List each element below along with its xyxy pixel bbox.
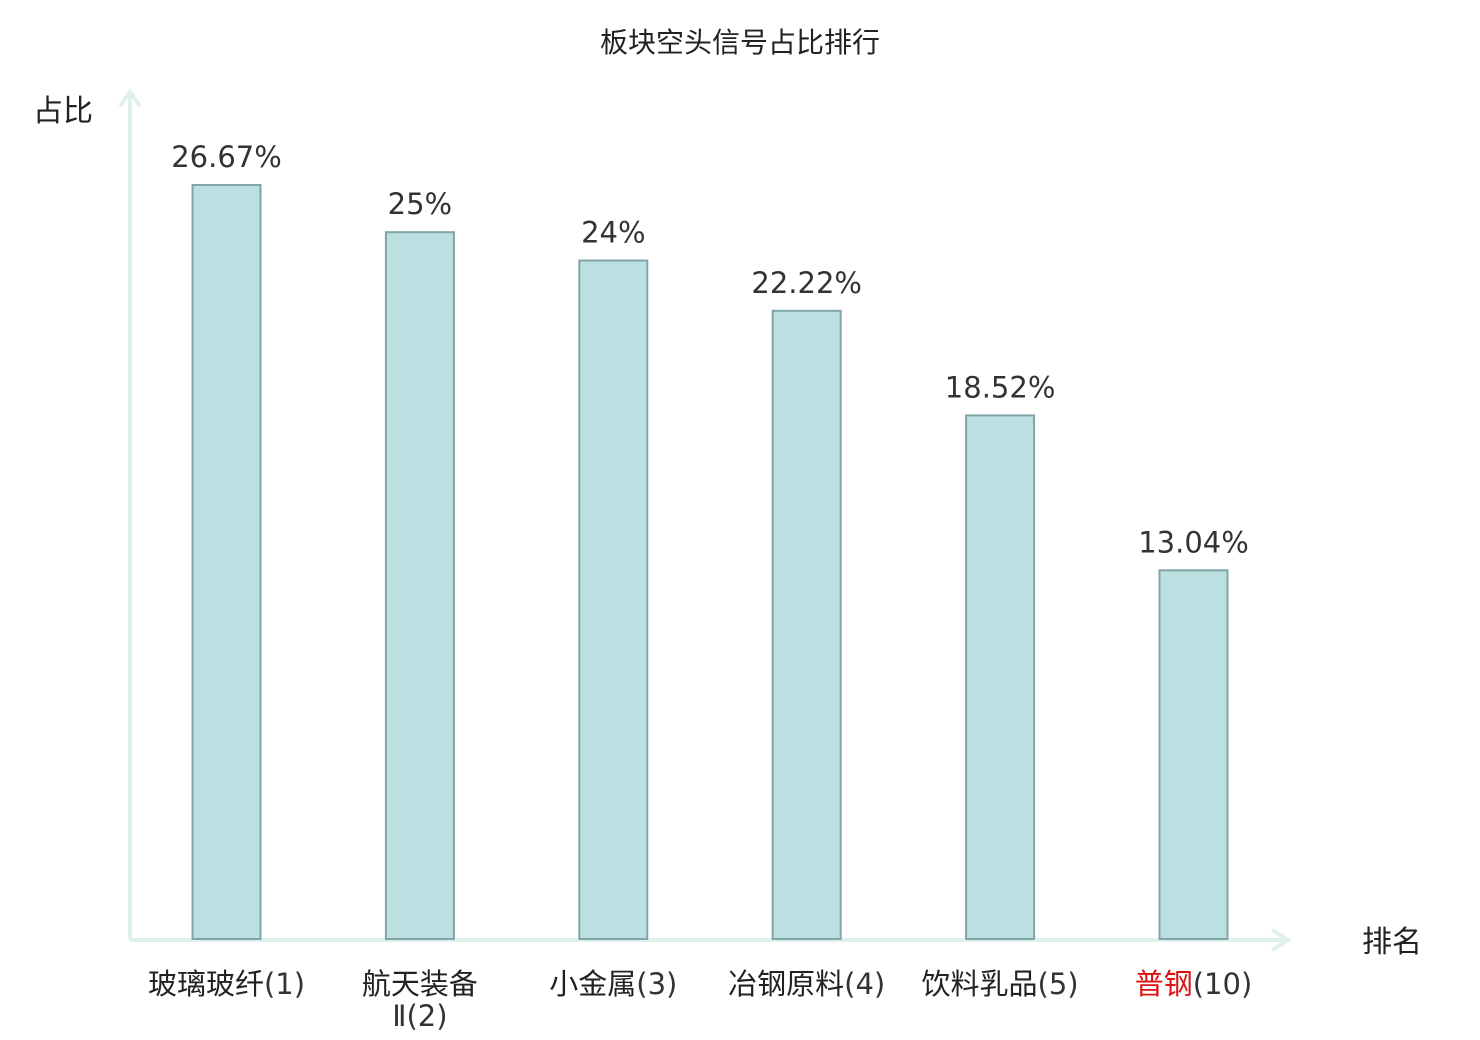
category-label: 普钢(10) [1135, 967, 1253, 1001]
category-label: 饮料乳品(5) [922, 967, 1079, 1001]
category-rank: (5) [1038, 967, 1079, 1001]
category-name: 冶钢原料 [728, 967, 844, 1001]
category-name: 小金属 [549, 967, 636, 1001]
category-label-line2: Ⅱ(2) [392, 999, 447, 1033]
bars-group [191, 184, 1229, 940]
category-label: 冶钢原料(4) [728, 967, 885, 1001]
bar-value-label: 18.52% [945, 370, 1056, 404]
category-rank: (10) [1193, 967, 1253, 1001]
bar-value-label: 24% [581, 216, 645, 250]
bar-value-label: 22.22% [751, 266, 862, 300]
category-rank: (4) [844, 967, 885, 1001]
bar [1158, 569, 1229, 940]
bar-value-label: 25% [388, 187, 452, 221]
category-label: 玻璃玻纤(1) [148, 967, 305, 1001]
chart-title: 板块空头信号占比排行 [600, 26, 880, 59]
category-name: 普钢 [1135, 967, 1193, 1001]
bar-value-label: 13.04% [1138, 525, 1249, 559]
bar [965, 414, 1036, 940]
bar [384, 231, 455, 940]
value-labels-group: 26.67% 25% 24% 22.22% 18.52% 13.04% [171, 140, 1249, 559]
bar [771, 309, 842, 940]
category-label: 小金属(3) [549, 967, 677, 1001]
category-name: 饮料乳品 [922, 967, 1038, 1001]
bar [578, 259, 649, 940]
category-rank: (1) [264, 967, 305, 1001]
x-axis-arrow [1270, 928, 1292, 952]
category-name: 玻璃玻纤 [148, 967, 264, 1001]
category-name: 航天装备 [362, 967, 478, 1001]
axes [118, 88, 1292, 952]
category-rank: (3) [636, 967, 677, 1001]
bar-value-label: 26.67% [171, 140, 282, 174]
y-axis-arrow [118, 88, 142, 108]
bar [191, 184, 262, 940]
category-label: 航天装备 [362, 967, 478, 1001]
x-axis-title: 排名 [1362, 925, 1422, 960]
y-axis-title: 占比 [33, 94, 93, 129]
